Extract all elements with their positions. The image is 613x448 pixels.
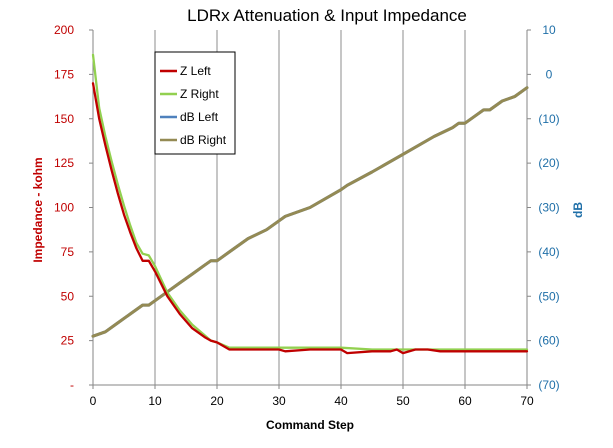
- y-right-tick-label: 10: [542, 23, 556, 37]
- series-lines: [91, 53, 529, 355]
- y-right-ticks: (70) (60) (50) (40) (30) (20) (10) 0 10: [527, 23, 560, 392]
- y-left-tick-label: 75: [61, 245, 75, 259]
- legend-label: Z Left: [180, 64, 211, 78]
- legend-box: [154, 51, 236, 155]
- y-left-tick-label: 175: [54, 67, 74, 81]
- chart-title: LDRx Attenuation & Input Impedance: [187, 6, 467, 25]
- y-right-tick-label: (20): [538, 156, 559, 170]
- y-right-tick-label: 0: [546, 67, 553, 81]
- y-left-tick-label: -: [70, 378, 74, 392]
- x-tick-label: 10: [148, 394, 162, 408]
- x-tick-label: 0: [90, 394, 97, 408]
- y-left-tick-label: 100: [54, 201, 74, 215]
- legend-label: Z Right: [180, 87, 219, 101]
- y-right-tick-label: (30): [538, 201, 559, 215]
- x-tick-label: 50: [396, 394, 410, 408]
- y-right-tick-label: (40): [538, 245, 559, 259]
- x-axis-label: Command Step: [266, 418, 354, 432]
- y-right-tick-label: (70): [538, 378, 559, 392]
- x-tick-label: 60: [458, 394, 472, 408]
- y-left-tick-label: 150: [54, 112, 74, 126]
- y-left-tick-label: 125: [54, 156, 74, 170]
- x-tick-label: 20: [210, 394, 224, 408]
- x-tick-label: 30: [272, 394, 286, 408]
- series-line-db-right: [91, 86, 529, 338]
- y-right-tick-label: (10): [538, 112, 559, 126]
- y-left-ticks: - 25 50 75 100 125 150 175 200: [54, 23, 93, 392]
- y-right-tick-label: (50): [538, 289, 559, 303]
- y-axis-right-label: dB: [571, 202, 585, 218]
- legend-label: dB Right: [180, 133, 227, 147]
- y-right-tick-label: (60): [538, 334, 559, 348]
- y-left-tick-label: 200: [54, 23, 74, 37]
- y-left-tick-label: 50: [61, 289, 75, 303]
- x-ticks: 0 10 20 30 40 50 60 70: [90, 385, 534, 408]
- series-line-z-left: [91, 82, 529, 355]
- y-left-tick-label: 25: [61, 334, 75, 348]
- legend: Z Left Z Right dB Left dB Right: [154, 51, 236, 155]
- legend-label: dB Left: [180, 110, 219, 124]
- x-tick-label: 70: [520, 394, 534, 408]
- y-axis-left-label: Impedance - kohm: [31, 157, 45, 262]
- x-tick-label: 40: [334, 394, 348, 408]
- series-line-z-right: [91, 53, 529, 351]
